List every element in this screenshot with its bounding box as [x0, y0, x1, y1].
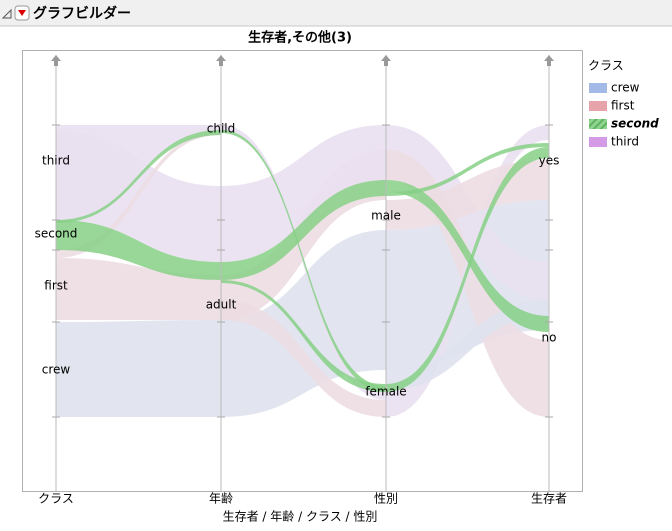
legend-label[interactable]: second [611, 117, 659, 131]
ribbon [386, 180, 549, 332]
ribbon [386, 150, 549, 417]
level-label: female [365, 385, 406, 399]
menu-arrow [18, 10, 26, 16]
legend-label[interactable]: crew [611, 81, 640, 95]
axis-arrow[interactable] [51, 55, 61, 66]
ribbon [386, 143, 549, 196]
x-axis-label: 生存者 / 年齢 / クラス / 性別 [223, 509, 378, 524]
legend-label[interactable]: third [611, 135, 639, 149]
ribbon [386, 147, 549, 392]
legend-swatch[interactable] [589, 137, 607, 147]
ribbon [221, 300, 386, 417]
level-label: crew [42, 363, 71, 377]
ribbon [221, 125, 386, 262]
level-label: male [371, 209, 401, 223]
axis-name: クラス [38, 492, 74, 506]
ribbon [56, 320, 221, 417]
legend: crew first second third [589, 81, 659, 149]
legend-swatch[interactable] [589, 119, 607, 129]
axis-name: 性別 [374, 492, 398, 506]
level-label: no [542, 331, 557, 345]
ribbon [386, 300, 549, 390]
ribbon [56, 220, 221, 280]
ribbons [56, 125, 549, 417]
header-title: グラフビルダー [33, 5, 131, 22]
axis-name: 生存者 [531, 492, 567, 506]
chart-title: 生存者,その他(3) [248, 30, 352, 46]
level-label: yes [539, 154, 560, 168]
ribbon [221, 130, 386, 392]
level-label: child [207, 122, 236, 136]
axis-arrow[interactable] [216, 55, 226, 66]
header-bar [0, 0, 672, 26]
ribbon [56, 130, 221, 223]
legend-swatch[interactable] [589, 83, 607, 93]
legend-swatch[interactable] [589, 101, 607, 111]
collapse-icon[interactable] [1, 8, 12, 19]
axis-name: 年齢 [209, 491, 233, 506]
ribbon [221, 280, 386, 392]
legend-title: クラス [588, 59, 624, 73]
level-label: first [44, 279, 68, 293]
ribbon [56, 131, 221, 258]
axes: クラス third second first crew 年齢 child adult 性別 mal… [35, 55, 567, 506]
ribbon [221, 180, 386, 280]
axis-arrow[interactable] [544, 55, 554, 66]
legend-label[interactable]: first [611, 99, 635, 113]
level-label: adult [206, 298, 237, 312]
level-label: third [42, 154, 70, 168]
level-label: second [35, 227, 78, 241]
axis-arrow[interactable] [381, 55, 391, 66]
